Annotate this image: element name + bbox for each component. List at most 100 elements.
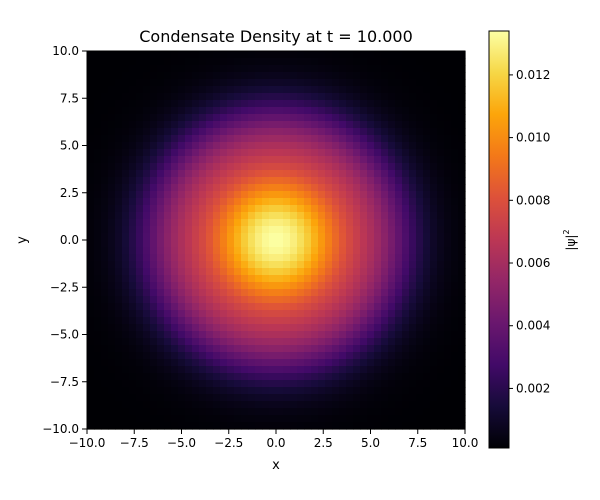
heatmap-cell: [262, 282, 270, 290]
heatmap-cell: [290, 114, 298, 122]
heatmap-cell: [402, 268, 410, 276]
heatmap-cell: [150, 170, 158, 178]
heatmap-cell: [178, 247, 186, 255]
heatmap-cell: [122, 142, 130, 150]
heatmap-cell: [332, 170, 340, 178]
plot-area: [86, 50, 466, 430]
heatmap-cell: [444, 163, 452, 171]
heatmap-cell: [199, 373, 207, 381]
heatmap-cell: [248, 408, 256, 416]
heatmap-cell: [297, 296, 305, 304]
heatmap-cell: [269, 114, 277, 122]
heatmap-cell: [255, 247, 263, 255]
heatmap-cell: [178, 226, 186, 234]
heatmap-cell: [388, 205, 396, 213]
heatmap-cell: [199, 128, 207, 136]
heatmap-cell: [122, 275, 130, 283]
heatmap-cell: [395, 247, 403, 255]
heatmap-cell: [87, 345, 95, 353]
heatmap-cell: [178, 394, 186, 402]
heatmap-cell: [297, 324, 305, 332]
heatmap-cell: [437, 114, 445, 122]
heatmap-cell: [234, 212, 242, 220]
heatmap-cell: [290, 177, 298, 185]
heatmap-cell: [360, 135, 368, 143]
heatmap-cell: [94, 254, 102, 262]
heatmap-cell: [101, 170, 109, 178]
heatmap-cell: [444, 135, 452, 143]
heatmap-cell: [423, 254, 431, 262]
heatmap-cell: [353, 191, 361, 199]
heatmap-cell: [185, 177, 193, 185]
heatmap-cell: [234, 275, 242, 283]
heatmap-cell: [164, 114, 172, 122]
heatmap-cell: [395, 177, 403, 185]
heatmap-cell: [87, 86, 95, 94]
heatmap-cell: [269, 121, 277, 129]
heatmap-cell: [430, 401, 438, 409]
heatmap-cell: [94, 240, 102, 248]
heatmap-cell: [101, 128, 109, 136]
heatmap-cell: [213, 317, 221, 325]
heatmap-cell: [199, 198, 207, 206]
heatmap-cell: [213, 345, 221, 353]
heatmap-cell: [248, 170, 256, 178]
heatmap-cell: [199, 240, 207, 248]
heatmap-cell: [297, 177, 305, 185]
heatmap-cell: [283, 303, 291, 311]
heatmap-cell: [227, 233, 235, 241]
heatmap-cell: [220, 317, 228, 325]
heatmap-cell: [416, 380, 424, 388]
heatmap-cell: [115, 128, 123, 136]
heatmap-cell: [423, 415, 431, 423]
heatmap-cell: [290, 422, 298, 430]
heatmap-cell: [290, 226, 298, 234]
heatmap-cell: [444, 352, 452, 360]
heatmap-cell: [402, 135, 410, 143]
heatmap-cell: [115, 331, 123, 339]
heatmap-cell: [290, 247, 298, 255]
heatmap-cell: [360, 212, 368, 220]
heatmap-cell: [241, 275, 249, 283]
heatmap-cell: [346, 86, 354, 94]
heatmap-cell: [136, 58, 144, 66]
heatmap-cell: [283, 51, 291, 59]
heatmap-cell: [374, 415, 382, 423]
heatmap-cell: [360, 240, 368, 248]
heatmap-cell: [304, 317, 312, 325]
heatmap-cell: [248, 275, 256, 283]
heatmap-cell: [143, 135, 151, 143]
x-tick-label: −7.5: [120, 436, 149, 450]
heatmap-cell: [87, 415, 95, 423]
heatmap-cell: [381, 338, 389, 346]
heatmap-cell: [94, 303, 102, 311]
heatmap-cell: [416, 72, 424, 80]
heatmap-cell: [409, 58, 417, 66]
heatmap-cell: [360, 79, 368, 87]
heatmap-cell: [122, 394, 130, 402]
heatmap-cell: [136, 100, 144, 108]
heatmap-cell: [409, 261, 417, 269]
heatmap-cell: [304, 198, 312, 206]
heatmap-cell: [290, 121, 298, 129]
heatmap-cell: [332, 408, 340, 416]
heatmap-cell: [241, 100, 249, 108]
heatmap-cell: [458, 142, 466, 150]
heatmap-cell: [374, 219, 382, 227]
heatmap-cell: [276, 352, 284, 360]
heatmap-cell: [220, 107, 228, 115]
heatmap-cell: [192, 275, 200, 283]
heatmap-cell: [374, 205, 382, 213]
heatmap-cell: [185, 254, 193, 262]
heatmap-cell: [108, 331, 116, 339]
heatmap-cell: [458, 303, 466, 311]
heatmap-cell: [122, 184, 130, 192]
heatmap-cell: [395, 170, 403, 178]
heatmap-cell: [402, 254, 410, 262]
heatmap-cell: [199, 156, 207, 164]
heatmap-cell: [353, 352, 361, 360]
heatmap-cell: [220, 380, 228, 388]
heatmap-cell: [206, 408, 214, 416]
heatmap-cell: [241, 296, 249, 304]
heatmap-cell: [437, 100, 445, 108]
